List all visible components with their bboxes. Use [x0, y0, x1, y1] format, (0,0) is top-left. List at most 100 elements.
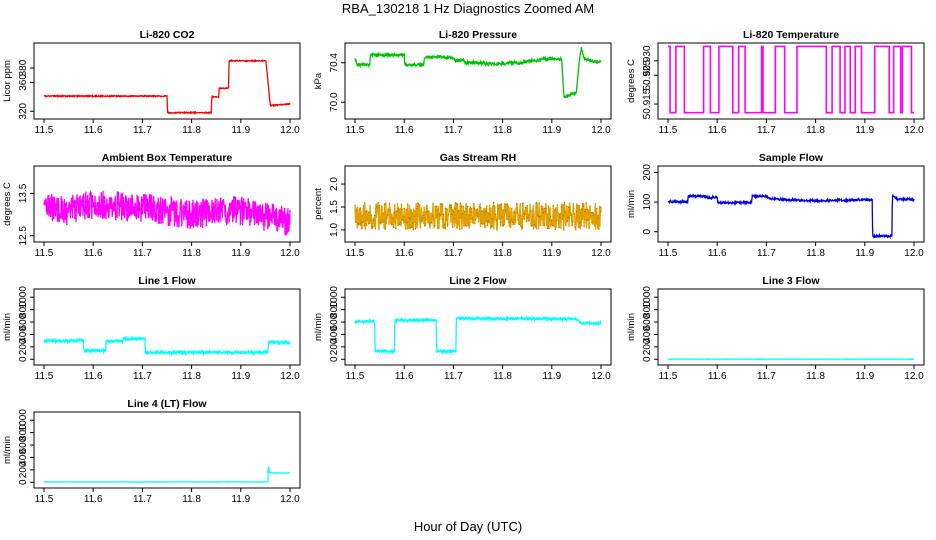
figure-title: RBA_130218 1 Hz Diagnostics Zoomed AM	[342, 1, 594, 16]
y-axis-label: ml/min	[626, 313, 637, 341]
x-tick-label: 12.0	[904, 371, 924, 382]
y-tick-label: 1.0	[329, 223, 340, 237]
y-tick-label: 0	[18, 479, 29, 485]
y-tick-label: 400	[18, 449, 29, 466]
y-tick-label: 1000	[18, 409, 29, 432]
y-tick-label: 800	[18, 424, 29, 441]
x-tick-label: 11.5	[35, 371, 54, 382]
x-tick-label: 11.9	[542, 248, 561, 259]
y-tick-label: 1000	[329, 286, 340, 309]
y-tick-label: 70.4	[329, 53, 340, 73]
x-tick-label: 11.9	[231, 494, 250, 505]
y-axis-label: ml/min	[2, 313, 13, 341]
y-tick-label: 800	[18, 301, 29, 318]
x-tick-label: 11.7	[757, 248, 776, 259]
x-tick-label: 11.5	[346, 125, 365, 136]
plot-frame	[657, 288, 925, 366]
x-tick-label: 12.0	[280, 248, 300, 259]
y-tick-label: 600	[642, 313, 653, 330]
x-tick-label: 11.6	[395, 248, 414, 259]
y-tick-label: 0	[642, 356, 653, 362]
x-tick-label: 11.6	[708, 248, 727, 259]
y-tick-label: 360	[18, 74, 29, 91]
plot-frame	[657, 165, 925, 243]
panel-line4_flow: Line 4 (LT) Flow ml/min 11.5 11.6 11.7 11.8 11…	[2, 398, 301, 505]
panel-ambient_temp: Ambient Box Temperature degrees C 11.5 11.6…	[2, 152, 301, 259]
x-tick-label: 11.8	[182, 371, 201, 382]
x-tick-label: 11.5	[346, 248, 365, 259]
x-tick-label: 11.8	[493, 371, 512, 382]
x-tick-label: 11.5	[659, 125, 678, 136]
plot-frame	[33, 165, 301, 243]
x-tick-label: 11.6	[84, 125, 103, 136]
x-tick-label: 11.6	[395, 371, 414, 382]
x-tick-label: 11.8	[806, 371, 825, 382]
x-tick-label: 11.9	[231, 125, 250, 136]
x-tick-label: 11.8	[493, 125, 512, 136]
series-line	[354, 47, 602, 99]
y-tick-label: 200	[642, 164, 653, 181]
x-tick-label: 12.0	[280, 125, 300, 136]
panel-title: Li-820 Temperature	[743, 29, 839, 41]
y-tick-label: 200	[18, 338, 29, 355]
y-axis-label: kPa	[313, 72, 324, 89]
x-tick-label: 11.9	[542, 371, 561, 382]
y-tick-label: 400	[18, 326, 29, 343]
x-tick-label: 11.9	[855, 248, 874, 259]
y-tick-label: 400	[329, 326, 340, 343]
x-tick-label: 11.7	[444, 248, 463, 259]
x-tick-label: 11.7	[757, 371, 776, 382]
series-line	[668, 45, 914, 114]
y-tick-label: 100	[642, 193, 653, 210]
x-tick-label: 11.6	[84, 248, 103, 259]
x-tick-label: 11.7	[444, 371, 463, 382]
y-tick-label: 0	[329, 356, 340, 362]
panel-sample_flow: Sample Flow ml/min 11.5 11.6 11.7 11.8 11.9 12.…	[626, 152, 925, 259]
x-tick-label: 11.7	[133, 125, 152, 136]
y-axis-label: percent	[313, 188, 324, 220]
plot-frame	[344, 42, 612, 120]
y-tick-label: 1000	[18, 286, 29, 309]
y-tick-label: 320	[18, 102, 29, 119]
panel-title: Li-820 Pressure	[439, 29, 517, 41]
x-tick-label: 11.6	[84, 371, 103, 382]
x-tick-label: 11.5	[35, 248, 54, 259]
panel-line1_flow: Line 1 Flow ml/min 11.5 11.6 11.7 11.8 11.9 12.…	[2, 275, 301, 382]
y-axis-label: degrees C	[626, 59, 637, 103]
y-tick-label: 0	[18, 356, 29, 362]
x-tick-label: 11.7	[133, 371, 152, 382]
series-line	[44, 466, 291, 483]
x-tick-label: 11.8	[182, 494, 201, 505]
panels-group: Li-820 CO2 Licor ppm 11.5 11.6 11.7 11.8 11.9 1…	[2, 29, 925, 505]
y-tick-label: 600	[329, 313, 340, 330]
panel-title: Gas Stream RH	[440, 152, 516, 164]
panel-title: Line 2 Flow	[449, 275, 507, 287]
y-tick-label: 1000	[642, 286, 653, 309]
y-tick-label: 380	[18, 59, 29, 76]
y-axis-label: Licor ppm	[2, 60, 13, 102]
x-tick-label: 11.8	[806, 125, 825, 136]
x-tick-label: 12.0	[591, 248, 611, 259]
y-tick-label: 0	[642, 228, 653, 234]
x-tick-label: 11.9	[542, 125, 561, 136]
x-tick-label: 11.5	[35, 125, 54, 136]
x-tick-label: 11.7	[133, 248, 152, 259]
y-tick-label: 1.5	[329, 200, 340, 214]
x-tick-label: 11.9	[855, 371, 874, 382]
y-tick-label: 200	[18, 461, 29, 478]
x-tick-label: 11.7	[757, 125, 776, 136]
series-line	[43, 335, 291, 357]
panel-line3_flow: Line 3 Flow ml/min 11.5 11.6 11.7 11.8 11.9 12.…	[626, 275, 925, 382]
panel-title: Li-820 CO2	[140, 29, 195, 41]
y-tick-label: 12.5	[18, 226, 29, 246]
panel-licor_temp: Li-820 Temperature degrees C 11.5 11.6 11.7 1…	[626, 29, 925, 136]
panel-title: Ambient Box Temperature	[102, 152, 233, 164]
x-tick-label: 11.8	[493, 248, 512, 259]
x-axis-label: Hour of Day (UTC)	[414, 519, 522, 534]
y-tick-label: 50.915	[642, 88, 653, 119]
x-tick-label: 11.5	[659, 248, 678, 259]
series-line	[667, 193, 915, 240]
x-tick-label: 11.8	[182, 125, 201, 136]
plot-frame	[344, 288, 612, 366]
